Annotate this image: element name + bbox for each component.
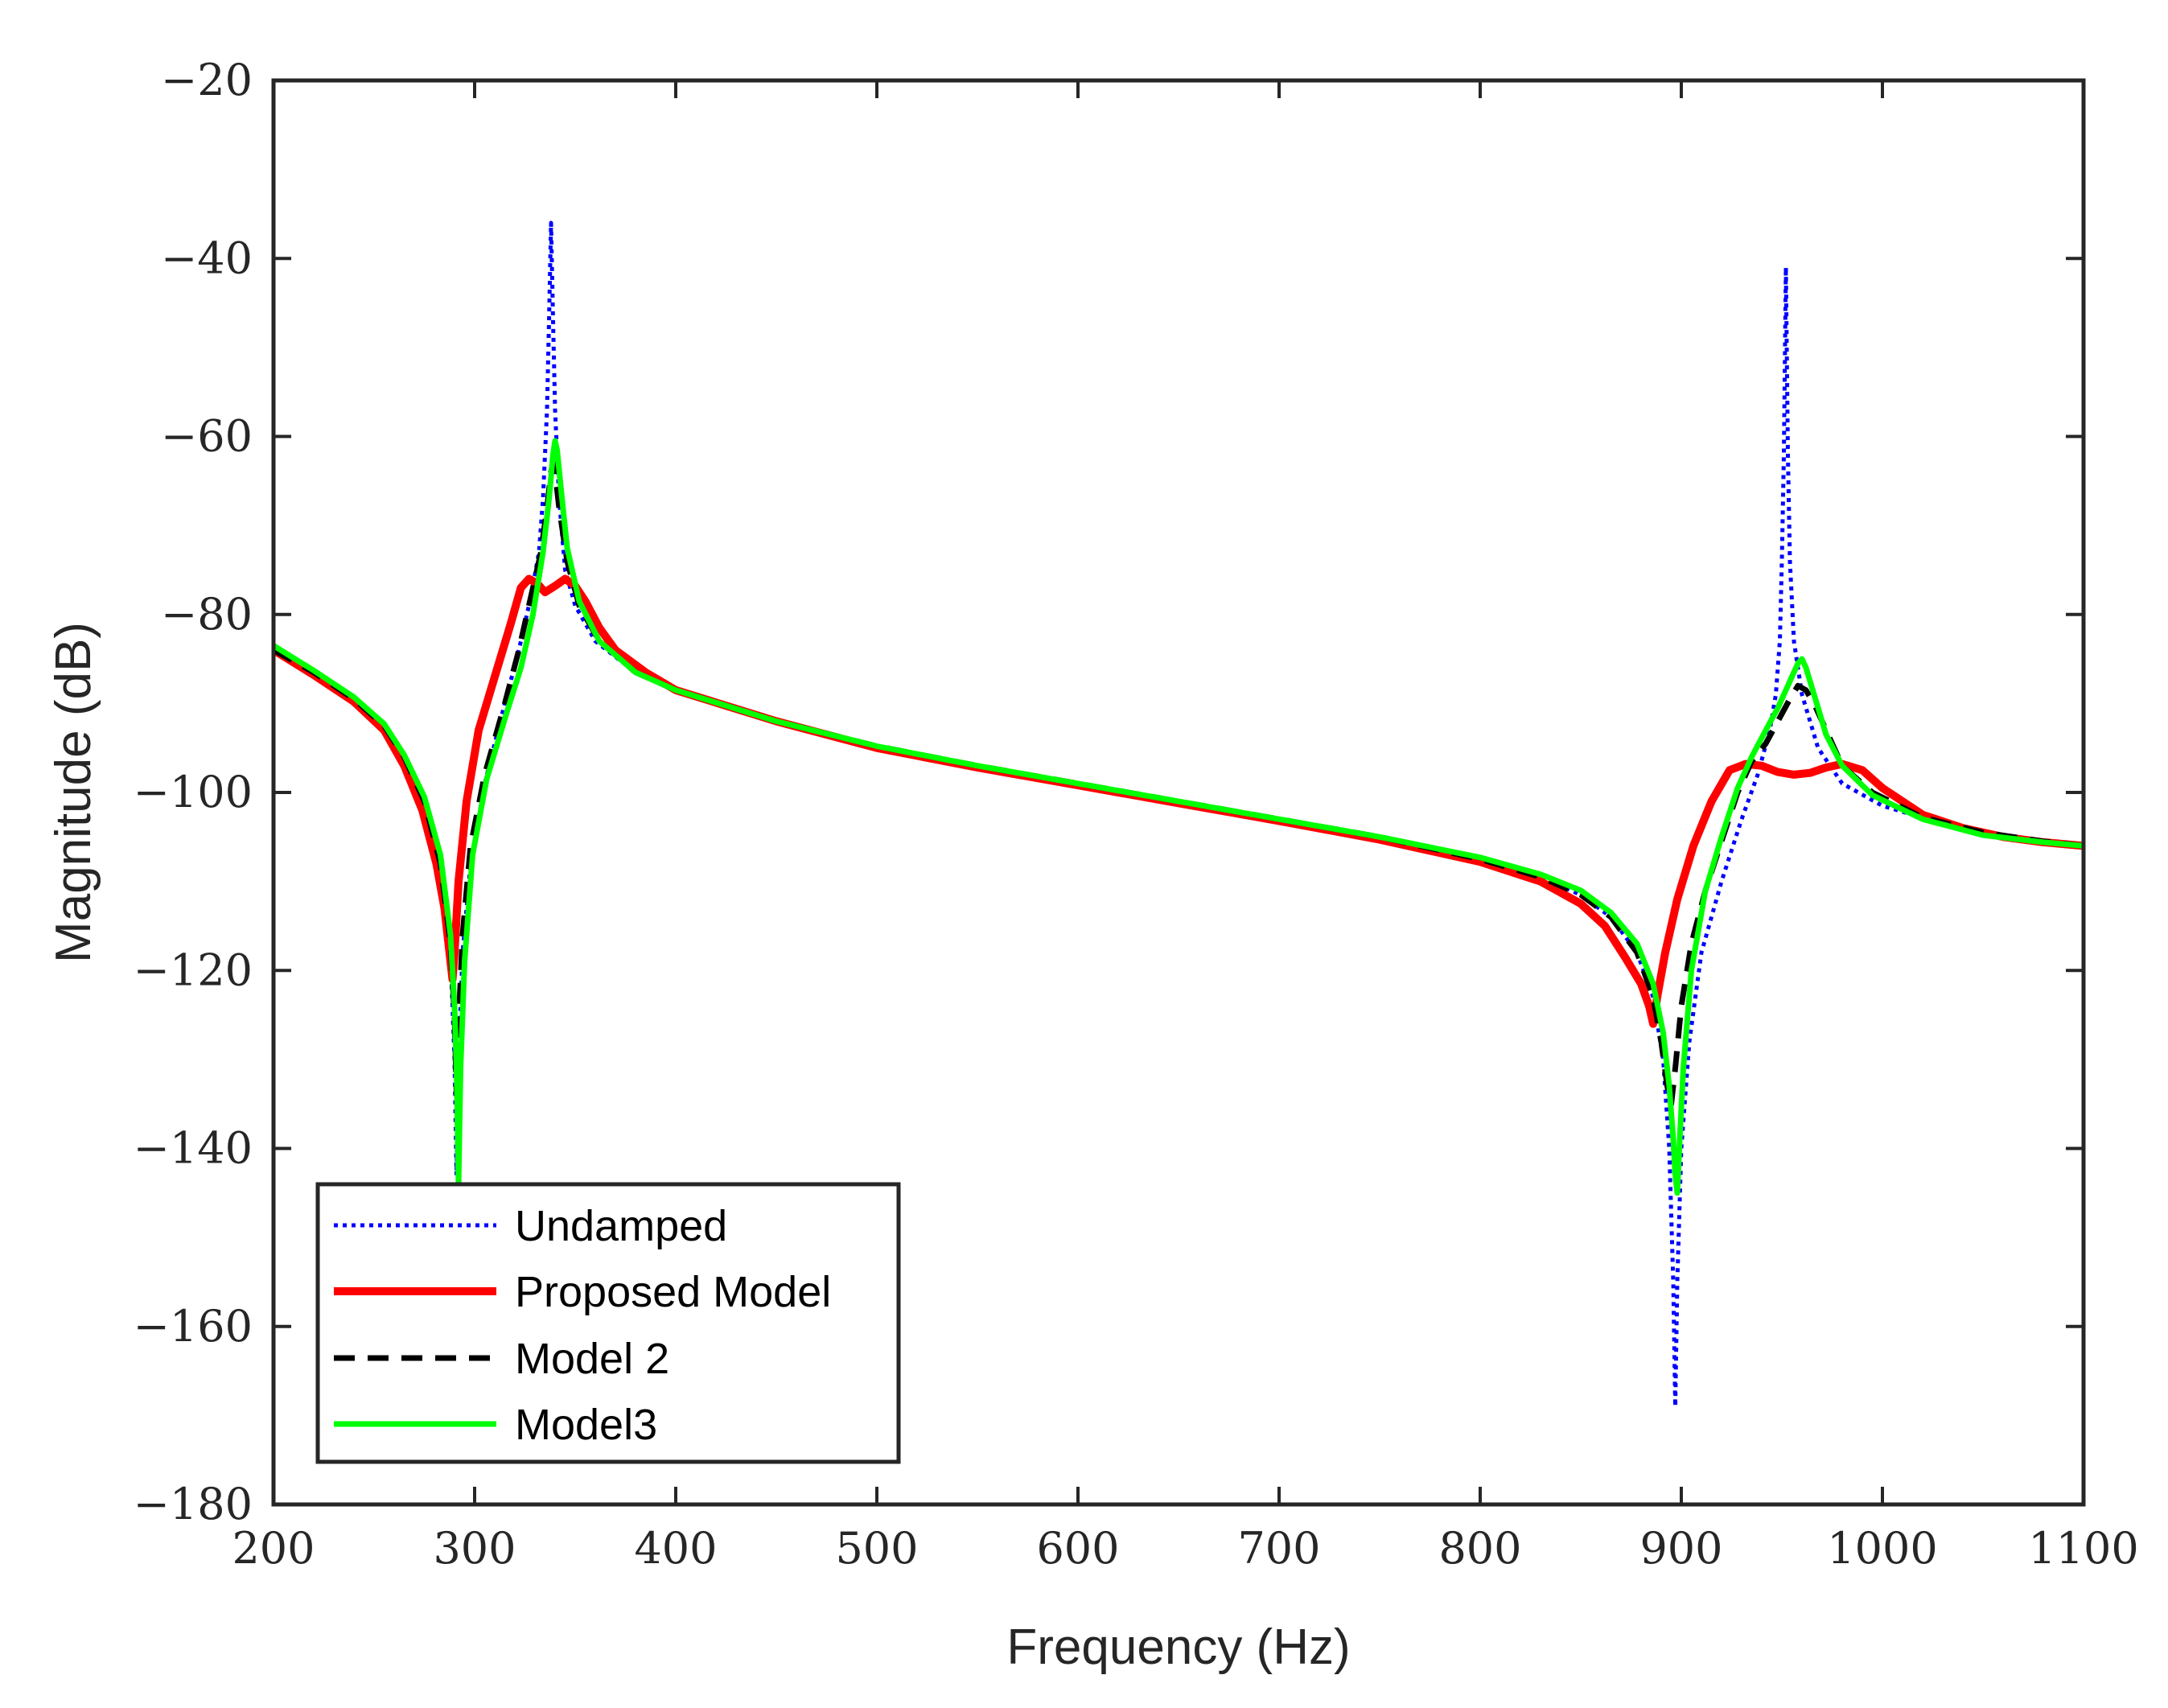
y-tick-label: −80 (161, 589, 253, 640)
x-tick-label: 500 (835, 1523, 918, 1574)
y-tick-label: −140 (134, 1123, 253, 1174)
y-tick-label: −40 (161, 233, 253, 283)
x-tick-label: 200 (232, 1523, 315, 1574)
y-tick-label: −60 (161, 411, 253, 462)
legend-label-model3: Model3 (515, 1401, 657, 1449)
x-tick-label: 1000 (1827, 1523, 1937, 1574)
x-tick-label: 400 (634, 1523, 717, 1574)
legend-label-proposed-model: Proposed Model (515, 1268, 831, 1316)
series-layer (274, 220, 2084, 1409)
y-tick-label: −120 (134, 945, 253, 995)
x-tick-label: 800 (1438, 1523, 1521, 1574)
y-tick-label: −20 (161, 55, 253, 105)
tick-layer: 200 300 400 500 600 700 800 900 1000 1100 −180 −160… (134, 55, 2139, 1574)
x-tick-label: 900 (1639, 1523, 1722, 1574)
x-axis-title: Frequency (Hz) (1006, 1620, 1350, 1675)
legend-label-undamped: Undamped (515, 1202, 727, 1250)
legend-label-model-2: Model 2 (515, 1335, 669, 1383)
x-tick-label: 700 (1237, 1523, 1320, 1574)
x-tick-label: 300 (433, 1523, 516, 1574)
y-tick-label: −180 (134, 1479, 253, 1529)
series-line-model3 (274, 438, 2084, 1196)
legend-box (315, 1182, 901, 1464)
x-tick-label: 1100 (2028, 1523, 2138, 1574)
x-tick-label: 600 (1036, 1523, 1119, 1574)
y-tick-label: −160 (134, 1301, 253, 1352)
legend: Undamped Proposed Model Model 2 Model3 (315, 1182, 901, 1464)
y-axis-title: Magnitude (dB) (46, 622, 101, 963)
y-tick-label: −100 (134, 767, 253, 817)
